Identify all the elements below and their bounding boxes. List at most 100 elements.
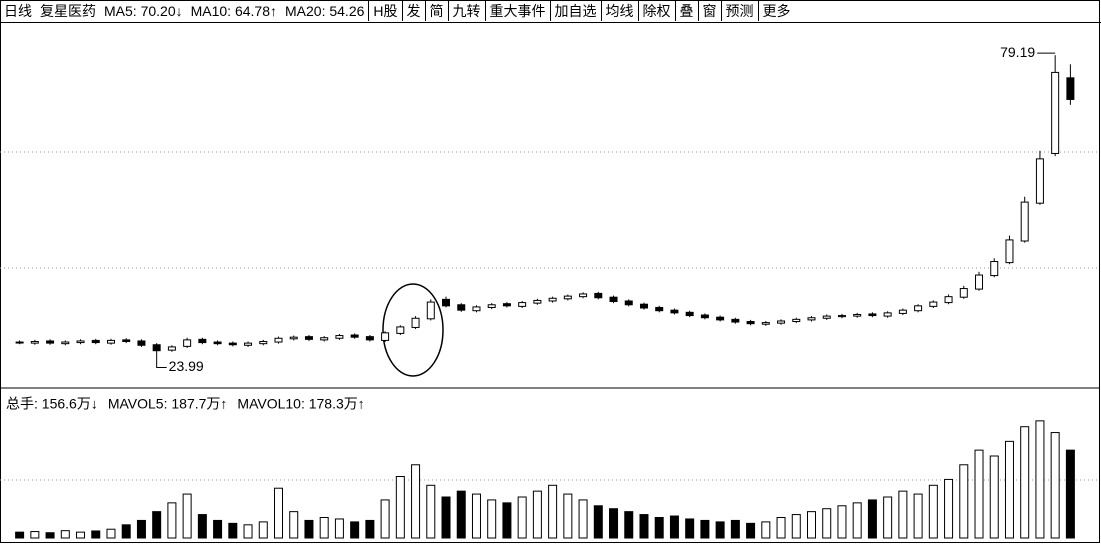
toolbar-button[interactable]: 预测 — [720, 1, 758, 21]
volume-bar — [456, 490, 466, 539]
volume-bar — [289, 511, 299, 539]
volume-bar — [959, 464, 969, 539]
candle-body — [639, 303, 648, 309]
candle-body — [822, 315, 831, 319]
volume-bar — [532, 490, 542, 539]
candle-body — [853, 313, 862, 317]
candle-body — [472, 306, 481, 312]
candle-body — [1020, 201, 1029, 242]
volume-bar — [837, 505, 847, 539]
toolbar-button[interactable]: 窗 — [697, 1, 721, 21]
candle-body — [304, 336, 313, 340]
volume-bar — [319, 517, 329, 539]
candle-body — [442, 298, 451, 307]
candle-body — [777, 320, 786, 324]
volume-bar — [197, 514, 207, 539]
volume-legend: MAVOL5: 187.7万↑ — [108, 396, 228, 412]
volume-bar — [883, 496, 893, 539]
candle-body — [61, 341, 70, 345]
volume-bar — [274, 487, 283, 539]
volume-bar — [928, 484, 938, 539]
volume-bar — [548, 484, 558, 539]
volume-bar — [776, 517, 786, 539]
volume-bar — [807, 511, 816, 539]
volume-bar — [487, 499, 497, 539]
candle-body — [594, 292, 603, 299]
candle-body — [929, 301, 938, 307]
candle-body — [685, 311, 694, 317]
volume-bar — [563, 493, 573, 539]
candle-body — [975, 274, 984, 290]
volume-bar — [898, 490, 908, 539]
candle-body — [457, 304, 466, 311]
candle-body — [1035, 158, 1044, 204]
candle-body — [122, 339, 131, 342]
toolbar-button[interactable]: 更多 — [757, 1, 795, 21]
volume-bar — [167, 502, 177, 539]
candle-body — [898, 309, 907, 314]
volume-bar — [730, 519, 740, 539]
toolbar-button[interactable]: H股 — [368, 1, 401, 21]
candle-body — [944, 296, 953, 304]
toolbar-button[interactable]: 发 — [401, 1, 425, 21]
candle-body — [106, 339, 115, 344]
candle-body — [990, 261, 999, 277]
volume-bar — [76, 531, 86, 539]
candle-body — [30, 341, 39, 344]
candle-body — [350, 334, 359, 338]
volume-bar — [1035, 420, 1045, 539]
toolbar-button[interactable]: 重大事件 — [484, 1, 550, 21]
candle-body — [320, 337, 329, 341]
toolbar: 日线 复星医药 MA5: 70.20↓ MA10: 64.78↑ MA20: 54.26… — [0, 0, 1101, 23]
annotation-arrow — [156, 353, 167, 368]
volume-legend: MAVOL10: 178.3万↑ — [237, 396, 364, 412]
volume-bar — [45, 532, 55, 539]
toolbar-button[interactable]: 叠 — [674, 1, 698, 21]
toolbar-button[interactable]: 除权 — [637, 1, 675, 21]
candle-body — [365, 336, 374, 341]
candle-body — [289, 336, 298, 340]
volume-bar — [502, 502, 512, 539]
volume-bar — [593, 505, 603, 539]
candle-body — [381, 332, 390, 341]
volume-bar — [1020, 426, 1030, 539]
candle-body — [670, 309, 679, 314]
volume-bar — [91, 530, 101, 539]
volume-bar — [182, 493, 192, 539]
toolbar-button[interactable]: 加自选 — [549, 1, 601, 21]
toolbar-button[interactable]: 九转 — [447, 1, 485, 21]
candle-body — [274, 337, 283, 343]
candle-body — [183, 339, 192, 347]
volume-legend: 总手: 156.6万↓ — [6, 396, 98, 412]
candle-body — [335, 335, 344, 339]
candle-body — [1005, 239, 1014, 264]
volume-bar — [365, 519, 375, 539]
candle-body — [1051, 71, 1060, 154]
volume-bar — [334, 518, 344, 539]
candle-body — [563, 295, 572, 300]
period: 日线 — [4, 3, 32, 19]
volume-bar — [350, 521, 360, 539]
volume-bar — [213, 519, 223, 539]
candle-body — [700, 314, 709, 319]
volume-bar — [822, 508, 832, 539]
toolbar-button[interactable]: 均线 — [600, 1, 638, 21]
candle-body — [837, 315, 846, 318]
ma10: MA10: 64.78↑ — [190, 3, 277, 19]
volume-bar — [685, 518, 695, 539]
candle-body — [198, 338, 207, 344]
candle-body — [244, 342, 253, 346]
volume-bar — [609, 508, 619, 539]
volume-bar — [15, 531, 25, 539]
candle-body — [731, 318, 740, 323]
volume-bar — [578, 499, 588, 539]
candle-body — [152, 344, 161, 352]
candle-body — [137, 340, 146, 346]
stock-name: 复星医药 — [40, 3, 96, 19]
candle-body — [746, 321, 755, 325]
volume-bar — [106, 528, 116, 539]
toolbar-button[interactable]: 简 — [424, 1, 448, 21]
volume-bar — [517, 496, 527, 539]
